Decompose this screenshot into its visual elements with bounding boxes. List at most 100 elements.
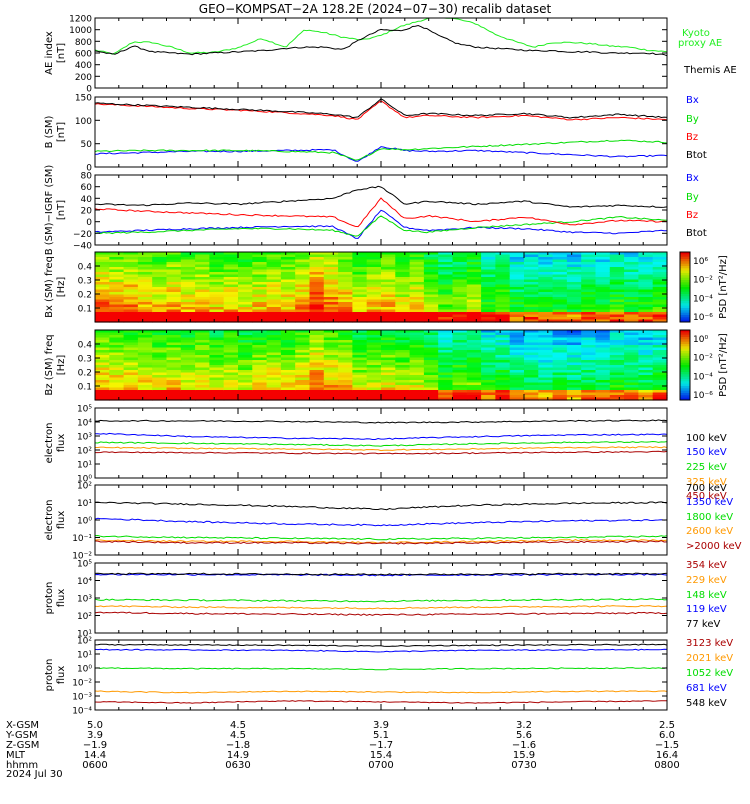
heatmap-cell bbox=[581, 375, 597, 379]
heatmap-cell bbox=[495, 342, 511, 346]
heatmap-cell bbox=[180, 335, 196, 339]
heatmap-cell bbox=[466, 390, 482, 394]
heatmap-cell bbox=[338, 269, 353, 273]
heatmap-cell bbox=[423, 299, 439, 303]
heatmap-cell bbox=[295, 347, 311, 351]
heatmap-cell bbox=[609, 272, 625, 276]
heatmap-cell bbox=[95, 259, 110, 263]
heatmap-cell bbox=[209, 370, 225, 374]
heatmap-cell bbox=[252, 294, 268, 298]
heatmap-cell bbox=[252, 345, 268, 349]
heatmap-cell bbox=[381, 375, 396, 379]
heatmap-cell bbox=[323, 277, 339, 281]
heatmap-cell bbox=[395, 357, 411, 361]
heatmap-cell bbox=[209, 272, 225, 276]
heatmap-cell bbox=[338, 297, 353, 301]
heatmap-cell bbox=[309, 397, 325, 401]
heatmap-cell bbox=[552, 392, 568, 396]
heatmap-cell bbox=[209, 345, 225, 349]
heatmap-cell bbox=[652, 307, 668, 311]
heatmap-cell bbox=[595, 337, 611, 341]
heatmap-cell bbox=[323, 352, 339, 356]
heatmap-cell bbox=[123, 259, 139, 263]
heatmap-cell bbox=[295, 362, 311, 366]
heatmap-cell bbox=[452, 312, 468, 316]
ephemeris-value: 0630 bbox=[225, 760, 250, 771]
heatmap-cell bbox=[552, 390, 568, 394]
ephemeris-row-name: Z-GSM bbox=[6, 740, 39, 751]
heatmap-cell bbox=[266, 395, 282, 399]
heatmap-cell bbox=[538, 292, 554, 296]
heatmap-cell bbox=[280, 264, 296, 268]
heatmap-cell bbox=[238, 264, 253, 268]
heatmap-cell bbox=[495, 252, 511, 256]
heatmap-cell bbox=[495, 355, 511, 359]
heatmap-cell bbox=[552, 307, 568, 311]
heatmap-cell bbox=[238, 284, 253, 288]
y-axis-label: B (SM) bbox=[44, 115, 55, 148]
heatmap-cell bbox=[638, 272, 654, 276]
heatmap-cell bbox=[338, 387, 353, 391]
heatmap-cell bbox=[280, 352, 296, 356]
heatmap-cell bbox=[209, 287, 225, 291]
heatmap-cell bbox=[223, 277, 239, 281]
heatmap-cell bbox=[309, 254, 325, 258]
heatmap-cell bbox=[366, 297, 382, 301]
heatmap-cell bbox=[309, 267, 325, 271]
heatmap-cell bbox=[266, 277, 282, 281]
heatmap-cell bbox=[166, 367, 182, 371]
heatmap-cell bbox=[266, 317, 282, 321]
heatmap-cell bbox=[409, 392, 425, 396]
colorbar-cell bbox=[680, 259, 690, 262]
heatmap-cell bbox=[495, 264, 511, 268]
heatmap-cell bbox=[95, 357, 110, 361]
heatmap-cell bbox=[195, 307, 210, 311]
heatmap-cell bbox=[466, 257, 482, 261]
heatmap-cell bbox=[524, 335, 539, 339]
heatmap-cell bbox=[552, 365, 568, 369]
colorbar-cell bbox=[680, 397, 690, 401]
heatmap-cell bbox=[95, 382, 110, 386]
heatmap-cell bbox=[595, 294, 611, 298]
heatmap-cell bbox=[552, 397, 568, 401]
heatmap-cell bbox=[409, 284, 425, 288]
heatmap-cell bbox=[137, 397, 153, 401]
heatmap-cell bbox=[252, 347, 268, 351]
y-tick-label: 400 bbox=[75, 61, 92, 71]
heatmap-cell bbox=[638, 330, 654, 334]
heatmap-cell bbox=[409, 335, 425, 339]
y-tick-label: 0.3 bbox=[78, 277, 92, 287]
heatmap-cell bbox=[423, 257, 439, 261]
heatmap-cell bbox=[423, 372, 439, 376]
heatmap-cell bbox=[95, 264, 110, 268]
colorbar-cell bbox=[680, 355, 690, 359]
heatmap-cell bbox=[609, 289, 625, 293]
heatmap-cell bbox=[381, 387, 396, 391]
heatmap-cell bbox=[624, 257, 639, 261]
heatmap-cell bbox=[638, 347, 654, 351]
heatmap-cell bbox=[452, 289, 468, 293]
heatmap-cell bbox=[309, 302, 325, 306]
heatmap-cell bbox=[552, 317, 568, 321]
ephemeris-date: 2024 Jul 30 bbox=[6, 769, 63, 780]
heatmap-cell bbox=[366, 375, 382, 379]
heatmap-cell bbox=[195, 259, 210, 263]
heatmap-cell bbox=[166, 289, 182, 293]
heatmap-cell bbox=[338, 332, 353, 336]
heatmap-cell bbox=[466, 342, 482, 346]
heatmap-cell bbox=[423, 392, 439, 396]
heatmap-cell bbox=[223, 372, 239, 376]
heatmap-cell bbox=[295, 284, 311, 288]
ephemeris-value: 5.6 bbox=[516, 730, 532, 741]
heatmap-cell bbox=[652, 377, 668, 381]
heatmap-cell bbox=[581, 352, 597, 356]
heatmap-cell bbox=[123, 352, 139, 356]
heatmap-cell bbox=[109, 312, 125, 316]
heatmap-cell bbox=[423, 262, 439, 266]
heatmap-cell bbox=[166, 385, 182, 389]
heatmap-cell bbox=[180, 307, 196, 311]
heatmap-cell bbox=[624, 330, 639, 334]
heatmap-cell bbox=[238, 302, 253, 306]
heatmap-cell bbox=[309, 274, 325, 278]
heatmap-cell bbox=[638, 382, 654, 386]
